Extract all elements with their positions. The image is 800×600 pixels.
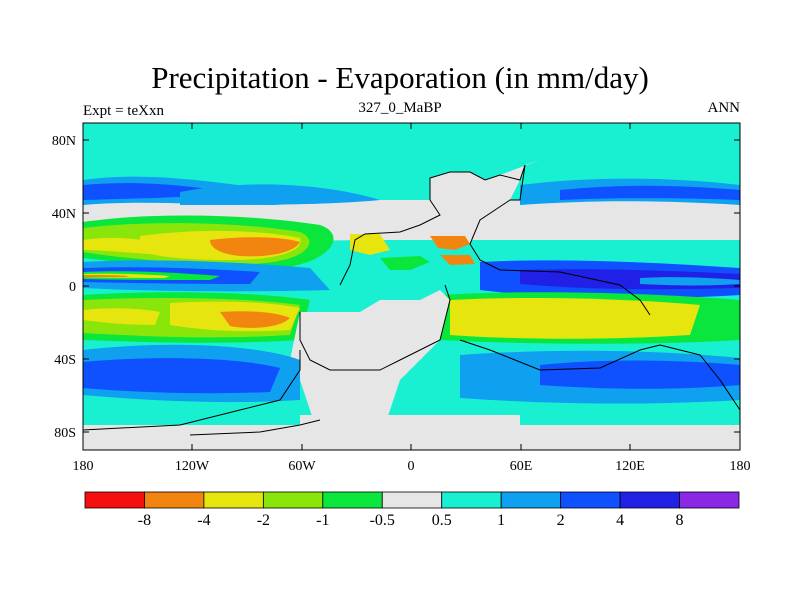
age-label: 327_0_MaBP — [358, 100, 442, 116]
colorbar-label: -2 — [257, 512, 270, 529]
wet-band-north-east-core — [560, 185, 740, 200]
y-tick-40n: 40N — [52, 207, 76, 222]
continent-orange-1 — [430, 236, 470, 250]
far-south-cyan — [83, 407, 300, 425]
x-tick-180-right: 180 — [730, 459, 751, 474]
coastline-southwest-inner — [189, 419, 321, 436]
coastline-south-continent — [299, 284, 451, 371]
map-field — [83, 123, 740, 450]
colorbar-swatch — [144, 491, 205, 509]
x-tick-60w: 60W — [288, 459, 316, 474]
coastline-southwest — [83, 350, 301, 431]
colorbar-swatch — [203, 491, 264, 509]
continent-dry — [360, 160, 540, 244]
colorbar-swatch — [322, 491, 383, 509]
subtropic-south-left-yellow — [83, 308, 160, 325]
experiment-label: Expt = teXxn — [83, 103, 164, 119]
coastline-north-continent — [339, 164, 651, 316]
subtropic-north-orange — [210, 237, 300, 257]
subtropic-south-east-yellow — [450, 297, 700, 339]
chart-title: Precipitation - Evaporation (in mm/day) — [151, 60, 649, 95]
x-tick-120w: 120W — [175, 459, 210, 474]
subtropic-north-left-yellow — [83, 237, 160, 254]
y-tick-0: 0 — [69, 280, 76, 295]
y-axis: 80N 40N 0 40S 80S — [52, 134, 740, 441]
x-tick-0: 0 — [408, 459, 415, 474]
colorbar-swatch — [381, 491, 443, 509]
y-tick-40s: 40S — [54, 353, 76, 368]
colorbar-swatch — [619, 491, 680, 509]
colorbar-label: 2 — [557, 512, 565, 529]
wet-band-north-atlantic — [180, 184, 380, 205]
x-tick-120e: 120E — [615, 459, 645, 474]
coastline-southeast — [459, 339, 740, 411]
y-tick-80n: 80N — [52, 134, 76, 149]
subtropic-south-orange — [220, 311, 290, 328]
colorbar-label: -1 — [316, 512, 329, 529]
coastlines — [83, 164, 740, 436]
colorbar-swatch — [441, 491, 502, 509]
x-tick-60e: 60E — [510, 459, 533, 474]
colorbar-label: -8 — [138, 512, 151, 529]
colorbar-swatch — [679, 491, 740, 509]
colorbar-label: 8 — [676, 512, 684, 529]
x-tick-180-left: 180 — [73, 459, 94, 474]
colorbar: -8 -4 -2 -1 -0.5 0.5 1 2 4 8 — [84, 491, 740, 529]
equatorial-east-lightblue — [640, 277, 740, 286]
southern-wet-east-core — [540, 360, 740, 389]
season-label: ANN — [707, 100, 741, 116]
colorbar-swatch — [84, 491, 145, 509]
continent-yellow-1 — [350, 234, 390, 255]
colorbar-swatch — [560, 491, 621, 509]
continent-green-1 — [380, 256, 430, 270]
x-axis: 180 120W 60W 0 60E 120E 180 — [73, 123, 751, 474]
continent-orange-2 — [440, 255, 475, 265]
colorbar-swatch — [262, 491, 324, 509]
southern-wet-core — [83, 358, 280, 394]
colorbar-swatch — [500, 491, 562, 509]
colorbar-label: -4 — [197, 512, 210, 529]
far-south-cyan-east — [520, 407, 740, 425]
colorbar-label: 4 — [616, 512, 624, 529]
y-tick-80s: 80S — [54, 426, 76, 441]
colorbar-label: -0.5 — [370, 512, 395, 529]
colorbar-label: 0.5 — [432, 512, 452, 529]
colorbar-label: 1 — [497, 512, 505, 529]
equatorial-orange — [83, 275, 130, 277]
